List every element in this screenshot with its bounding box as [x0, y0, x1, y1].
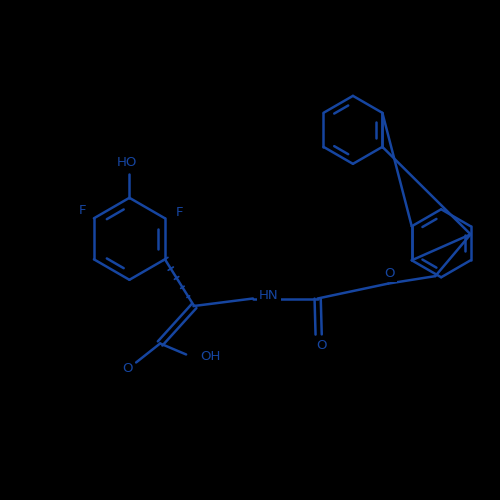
Text: F: F	[79, 204, 86, 218]
Text: HO: HO	[116, 156, 137, 169]
Text: HN: HN	[259, 289, 278, 302]
Text: O: O	[122, 362, 132, 375]
Text: OH: OH	[200, 350, 220, 364]
Text: O: O	[384, 267, 394, 280]
Text: O: O	[316, 339, 326, 352]
Text: F: F	[176, 206, 184, 219]
